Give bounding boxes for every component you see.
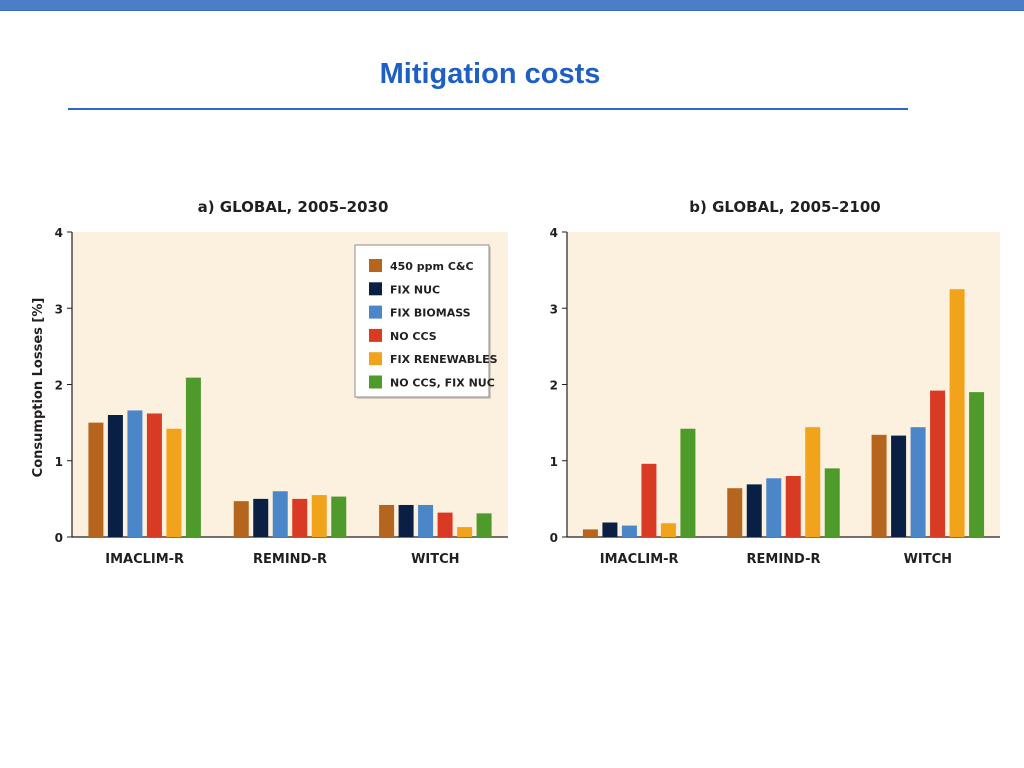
bar-witch-series-6 xyxy=(476,513,492,537)
x-category-label: REMIND-R xyxy=(747,552,821,567)
legend-label: NO CCS, FIX NUC xyxy=(390,377,495,390)
bar-remind-r-series-4 xyxy=(292,498,308,537)
bar-imaclim-r-series-4 xyxy=(146,413,162,537)
bar-remind-r-series-2 xyxy=(746,484,762,537)
x-category-label: IMACLIM-R xyxy=(600,552,679,567)
bar-witch-series-5 xyxy=(457,527,473,537)
bar-imaclim-r-series-2 xyxy=(107,415,123,537)
y-axis-label: Consumption Losses [%] xyxy=(31,298,46,478)
y-tick-label: 1 xyxy=(550,455,558,469)
y-tick-label: 1 xyxy=(55,455,63,469)
y-tick-label: 0 xyxy=(550,531,558,545)
y-tick-label: 2 xyxy=(55,379,63,393)
bar-witch-series-6 xyxy=(969,392,985,537)
bar-witch-series-5 xyxy=(949,289,965,537)
bar-imaclim-r-series-3 xyxy=(621,525,637,537)
y-tick-label: 0 xyxy=(55,531,63,545)
y-tick-label: 4 xyxy=(55,226,63,240)
chart-panel-a: a) GLOBAL, 2005–2030 Consumption Losses [… xyxy=(31,198,508,567)
bar-imaclim-r-series-6 xyxy=(680,428,696,537)
chart-title: b) GLOBAL, 2005–2100 xyxy=(689,198,880,216)
slide-title: Mitigation costs xyxy=(379,58,601,90)
bar-remind-r-series-1 xyxy=(233,501,249,537)
legend-label: 450 ppm C&C xyxy=(390,260,474,273)
bar-witch-series-4 xyxy=(930,390,946,537)
bar-imaclim-r-series-1 xyxy=(582,529,598,537)
bar-remind-r-series-5 xyxy=(311,495,327,537)
bar-imaclim-r-series-5 xyxy=(166,428,182,537)
bar-witch-series-3 xyxy=(910,427,926,537)
bar-witch-series-2 xyxy=(398,504,414,537)
bar-remind-r-series-6 xyxy=(331,496,347,537)
bar-imaclim-r-series-4 xyxy=(641,463,657,537)
y-tick-label: 2 xyxy=(550,379,558,393)
bar-remind-r-series-5 xyxy=(805,427,821,537)
legend-swatch xyxy=(369,328,382,342)
legend-label: NO CCS xyxy=(390,330,437,343)
legend-swatch xyxy=(369,352,382,366)
bar-imaclim-r-series-1 xyxy=(88,422,104,537)
bar-imaclim-r-series-6 xyxy=(185,377,201,537)
bar-imaclim-r-series-3 xyxy=(127,410,143,537)
legend-swatch xyxy=(369,375,382,389)
bar-witch-series-1 xyxy=(379,504,395,537)
bar-remind-r-series-6 xyxy=(824,468,840,537)
y-tick-label: 3 xyxy=(55,302,63,316)
x-category-label: IMACLIM-R xyxy=(105,552,184,567)
y-tick-label: 4 xyxy=(550,226,558,240)
bar-remind-r-series-2 xyxy=(253,498,269,537)
y-tick-label: 3 xyxy=(550,302,558,316)
bar-remind-r-series-3 xyxy=(766,478,782,537)
bar-witch-series-1 xyxy=(871,434,887,537)
legend-label: FIX RENEWABLES xyxy=(390,353,498,366)
chart-title: a) GLOBAL, 2005–2030 xyxy=(198,198,389,216)
legend-swatch xyxy=(369,282,382,296)
x-category-label: WITCH xyxy=(411,552,459,567)
plot-background xyxy=(567,232,1000,537)
legend-swatch xyxy=(369,305,382,319)
bar-witch-series-2 xyxy=(891,435,907,537)
bar-imaclim-r-series-2 xyxy=(602,522,618,537)
x-category-label: WITCH xyxy=(904,552,952,567)
x-category-label: REMIND-R xyxy=(253,552,327,567)
title-underline xyxy=(68,108,908,110)
chart-panel-b: b) GLOBAL, 2005–2100 0 1 2 3 4 IMACLIM-R REMIND… xyxy=(550,198,1000,567)
legend-swatch xyxy=(369,259,382,272)
legend-label: FIX NUC xyxy=(390,283,440,296)
legend-label: FIX BIOMASS xyxy=(390,307,471,320)
bar-imaclim-r-series-5 xyxy=(660,523,676,537)
top-accent-bar xyxy=(0,0,1024,11)
bar-remind-r-series-3 xyxy=(272,491,288,537)
bar-remind-r-series-1 xyxy=(727,488,743,537)
bar-remind-r-series-4 xyxy=(785,476,801,537)
bar-witch-series-4 xyxy=(437,512,453,537)
bar-witch-series-3 xyxy=(418,504,434,537)
legend: 450 ppm C&C FIX NUC FIX BIOMASS NO CCS FIX R… xyxy=(354,244,498,399)
